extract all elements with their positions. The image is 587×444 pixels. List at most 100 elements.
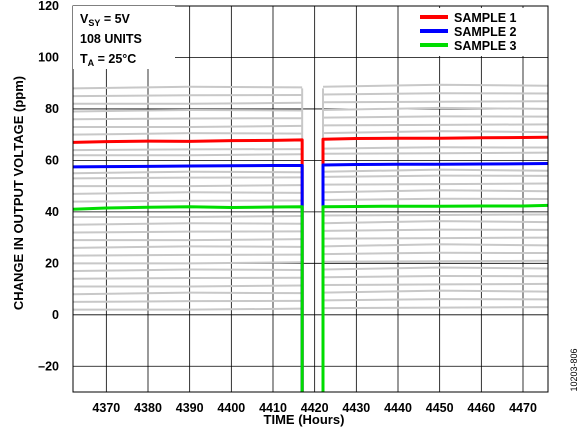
condition-supply-value: = 5V bbox=[100, 12, 130, 26]
y-tick-label: 20 bbox=[45, 256, 59, 270]
background-unit-line bbox=[72, 85, 303, 90]
background-unit-line bbox=[72, 222, 303, 226]
y-tick-label: 120 bbox=[38, 0, 59, 13]
background-unit-line bbox=[322, 243, 549, 248]
x-tick-label: 4420 bbox=[301, 401, 329, 415]
condition-temperature: TA = 25°C bbox=[80, 52, 136, 68]
condition-temp-symbol: T bbox=[80, 52, 88, 66]
background-unit-line bbox=[322, 228, 549, 232]
conditions-block: VSY = 5V 108 UNITS TA = 25°C bbox=[73, 6, 175, 69]
background-unit-line bbox=[73, 284, 303, 288]
background-unit-line bbox=[72, 253, 303, 257]
background-unit-line bbox=[72, 176, 303, 180]
condition-supply-voltage: VSY = 5V bbox=[80, 12, 131, 28]
background-unit-line bbox=[72, 132, 303, 136]
x-tick-label: 4450 bbox=[426, 401, 454, 415]
background-unit-line bbox=[322, 213, 549, 217]
series-line-sample-2 bbox=[321, 161, 549, 392]
background-unit-line bbox=[322, 123, 549, 127]
background-unit-line bbox=[322, 259, 549, 263]
series-line-sample-3 bbox=[321, 203, 549, 392]
background-unit-line bbox=[73, 307, 303, 311]
condition-temp-value: = 25°C bbox=[94, 52, 136, 66]
y-tick-labels: 120 100 80 60 40 20 0 –20 bbox=[38, 0, 59, 373]
legend-label-sample-3: SAMPLE 3 bbox=[454, 39, 517, 53]
condition-supply-symbol: V bbox=[80, 12, 89, 26]
background-unit-line bbox=[72, 199, 303, 203]
condition-units: 108 UNITS bbox=[80, 32, 142, 46]
background-unit-line bbox=[322, 251, 549, 256]
y-tick-label: 40 bbox=[45, 205, 59, 219]
series-line-sample-1 bbox=[321, 135, 549, 392]
background-unit-line bbox=[322, 197, 549, 202]
y-tick-label: 0 bbox=[52, 308, 59, 322]
x-tick-label: 4370 bbox=[92, 401, 120, 415]
condition-temp-subscript: A bbox=[88, 58, 95, 68]
background-unit-line bbox=[72, 191, 303, 195]
x-tick-labels: 4370 4380 4390 4400 4410 4420 4430 4440 4450 4460… bbox=[92, 401, 537, 415]
x-tick-label: 4440 bbox=[384, 401, 412, 415]
x-axis-title: TIME (Hours) bbox=[264, 412, 345, 427]
series-lines bbox=[72, 135, 549, 392]
background-unit-line bbox=[322, 130, 549, 135]
condition-supply-subscript: SY bbox=[88, 18, 100, 28]
background-unit-line bbox=[73, 101, 303, 105]
x-tick-label: 4410 bbox=[259, 401, 287, 415]
background-unit-line bbox=[322, 289, 549, 294]
background-unit-line bbox=[73, 153, 303, 157]
y-tick-label: 60 bbox=[45, 153, 59, 167]
background-unit-line bbox=[322, 174, 549, 178]
background-unit-line bbox=[322, 100, 549, 104]
background-unit-line bbox=[322, 168, 549, 173]
background-unit-line bbox=[73, 124, 303, 128]
background-unit-line bbox=[322, 220, 549, 225]
background-unit-line bbox=[72, 108, 303, 113]
background-unit-line bbox=[322, 151, 549, 155]
background-unit-line bbox=[322, 83, 549, 88]
background-unit-line bbox=[72, 230, 303, 234]
background-unit-line bbox=[73, 184, 303, 188]
series-line-sample-1 bbox=[72, 138, 304, 392]
background-unit-line bbox=[322, 115, 549, 119]
y-tick-label: 80 bbox=[45, 102, 59, 116]
background-unit-line bbox=[322, 282, 549, 286]
background-unit-line bbox=[72, 170, 303, 175]
background-unit-line bbox=[322, 92, 549, 96]
background-unit-line bbox=[322, 236, 549, 240]
x-tick-label: 4380 bbox=[134, 401, 162, 415]
legend-label-sample-1: SAMPLE 1 bbox=[454, 11, 517, 25]
background-unit-line bbox=[72, 299, 303, 303]
x-tick-label: 4430 bbox=[342, 401, 370, 415]
x-tick-label: 4390 bbox=[176, 401, 204, 415]
background-unit-line bbox=[322, 306, 549, 310]
plot-frame bbox=[72, 5, 549, 393]
x-tick-label: 4460 bbox=[467, 401, 495, 415]
background-unit-line bbox=[72, 291, 303, 296]
background-unit-line bbox=[322, 106, 549, 111]
background-unit-lines bbox=[72, 83, 549, 392]
background-unit-line bbox=[72, 268, 303, 273]
y-tick-label: –20 bbox=[38, 359, 59, 373]
background-unit-line bbox=[72, 276, 303, 280]
x-tick-label: 4400 bbox=[217, 401, 245, 415]
conditions-background bbox=[73, 6, 175, 69]
background-unit-line bbox=[322, 146, 549, 150]
figure-id: 10203-806 bbox=[569, 348, 579, 391]
background-unit-line bbox=[72, 117, 303, 121]
background-unit-line bbox=[322, 298, 549, 302]
background-unit-line bbox=[73, 214, 303, 219]
background-unit-line bbox=[72, 94, 303, 98]
background-unit-line bbox=[72, 148, 303, 152]
legend-label-sample-2: SAMPLE 2 bbox=[454, 25, 517, 39]
background-unit-line bbox=[73, 261, 303, 265]
background-unit-line bbox=[322, 182, 549, 186]
series-line-sample-2 bbox=[72, 164, 304, 392]
y-tick-label: 100 bbox=[38, 50, 59, 64]
background-unit-line bbox=[322, 274, 549, 279]
x-tick-label: 4470 bbox=[509, 401, 537, 415]
y-axis-title: CHANGE IN OUTPUT VOLTAGE (ppm) bbox=[11, 76, 26, 310]
background-unit-line bbox=[322, 189, 549, 194]
background-unit-line bbox=[73, 238, 303, 242]
